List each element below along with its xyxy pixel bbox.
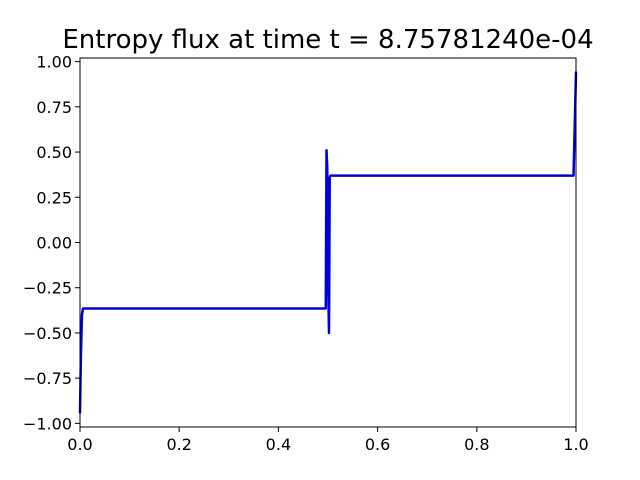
- x-tick-label: 1.0: [563, 435, 588, 454]
- x-tick-label: 0.8: [464, 435, 489, 454]
- chart-title: Entropy flux at time t = 8.75781240e-04: [62, 25, 593, 55]
- x-tick-label: 0.2: [166, 435, 191, 454]
- x-axis: 0.0 0.2 0.4 0.6 0.8 1.0: [67, 427, 589, 454]
- x-tick-label: 0.0: [67, 435, 92, 454]
- plot-series-layer: [78, 71, 578, 414]
- x-tick-label: 0.4: [266, 435, 291, 454]
- y-tick-label: 1.00: [36, 53, 72, 72]
- y-tick-label: −0.50: [23, 324, 72, 343]
- y-tick-label: −1.00: [23, 414, 72, 433]
- y-tick-label: 0.00: [36, 234, 72, 253]
- y-axis: 1.00 0.75 0.50 0.25 0.00 −0.25 −0.50 −0.75 −1.00: [23, 53, 80, 433]
- entropy-flux-line: [78, 71, 578, 414]
- y-tick-label: 0.25: [36, 188, 72, 207]
- x-tick-label: 0.6: [365, 435, 390, 454]
- y-tick-label: 0.50: [36, 143, 72, 162]
- y-tick-label: 0.75: [36, 98, 72, 117]
- y-tick-label: −0.75: [23, 369, 72, 388]
- y-tick-label: −0.25: [23, 279, 72, 298]
